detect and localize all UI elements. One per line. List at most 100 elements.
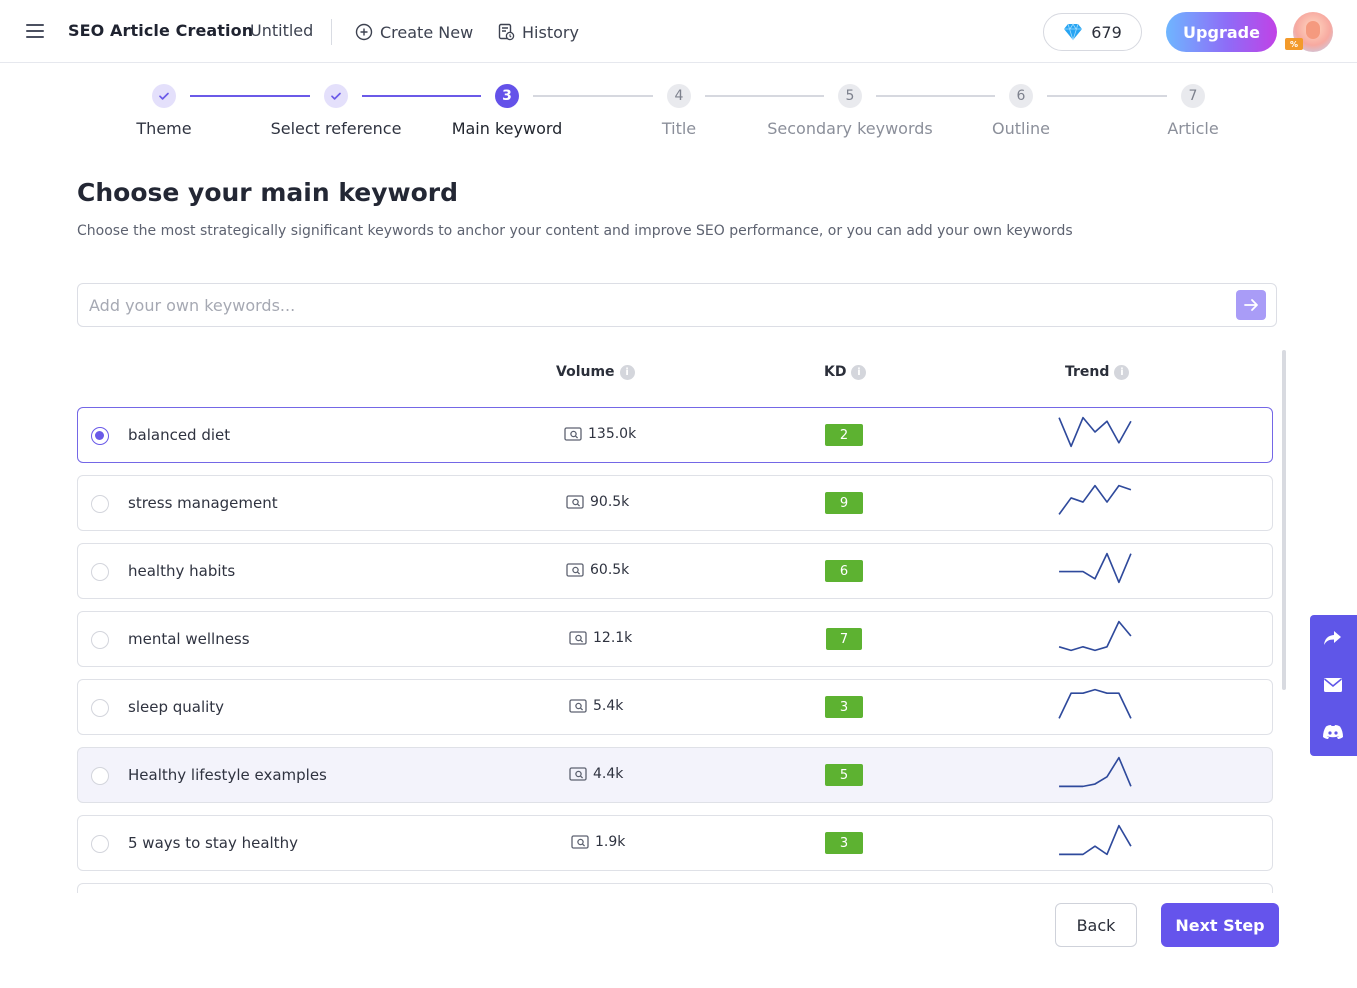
back-button[interactable]: Back <box>1055 903 1137 947</box>
kd-badge: 9 <box>825 492 863 514</box>
step-number: 3 <box>502 88 512 104</box>
keyword-radio[interactable] <box>91 427 109 445</box>
keyword-input-box <box>77 283 1277 327</box>
history-button[interactable]: History <box>497 20 579 44</box>
search-volume: 60.5k <box>566 562 629 578</box>
step-number: 4 <box>674 88 684 104</box>
search-volume-value: 1.9k <box>595 834 626 850</box>
step-indicator: 5 <box>838 84 862 108</box>
search-volume-icon <box>566 495 584 509</box>
plus-circle-icon <box>355 23 373 41</box>
trend-line <box>1058 620 1132 652</box>
keyword-row[interactable]: sleep quality 5.4k 3 <box>77 679 1273 735</box>
step-indicator: 4 <box>667 84 691 108</box>
keyword-row[interactable]: mental wellness 12.1k 7 <box>77 611 1273 667</box>
volume-column-header: Volume i <box>556 364 635 380</box>
keyword-row[interactable] <box>77 883 1273 893</box>
keyword-label: Healthy lifestyle examples <box>128 766 327 784</box>
trend-line <box>1058 416 1132 448</box>
credits-balance[interactable]: 679 <box>1043 13 1142 51</box>
submit-keyword-button[interactable] <box>1236 290 1266 320</box>
kd-column-header: KD i <box>824 364 867 380</box>
history-label: History <box>522 22 579 42</box>
step-number: 7 <box>1188 88 1198 104</box>
progress-stepper: Theme Select reference 3 Main keyword 4 Title… <box>0 82 1357 152</box>
step-label: Title <box>661 119 697 138</box>
search-volume-icon <box>569 699 587 713</box>
scrollbar[interactable] <box>1282 350 1286 690</box>
keyword-row[interactable]: Healthy lifestyle examples 4.4k 5 <box>77 747 1273 803</box>
step-connector <box>876 95 995 97</box>
step-label: Outline <box>992 119 1050 138</box>
credits-count: 679 <box>1091 22 1122 42</box>
trend-line <box>1058 688 1132 719</box>
kd-badge: 2 <box>825 424 863 446</box>
search-volume-icon <box>571 835 589 849</box>
step-number: 6 <box>1016 88 1026 104</box>
search-volume-value: 90.5k <box>590 494 630 510</box>
step-indicator[interactable] <box>324 84 348 108</box>
kd-header-label: KD <box>824 364 847 380</box>
keyword-radio[interactable] <box>91 631 109 649</box>
info-icon[interactable]: i <box>851 364 867 380</box>
keyword-label: sleep quality <box>128 698 225 716</box>
document-name[interactable]: Untitled <box>250 21 314 40</box>
kd-badge: 7 <box>826 628 862 650</box>
step-label: Secondary keywords <box>767 119 933 138</box>
history-icon <box>498 23 515 41</box>
step-connector <box>533 95 653 97</box>
keyword-list[interactable]: balanced diet 135.0k 2 stress management 90.… <box>0 400 1357 893</box>
keyword-row[interactable]: balanced diet 135.0k 2 <box>77 407 1273 463</box>
search-volume-icon <box>569 767 587 781</box>
info-icon[interactable]: i <box>1114 364 1130 380</box>
keyword-radio[interactable] <box>91 563 109 581</box>
header-divider <box>331 19 332 45</box>
discord-icon[interactable] <box>1321 720 1345 744</box>
step-connector <box>1047 95 1167 97</box>
step-indicator[interactable] <box>152 84 176 108</box>
next-step-button[interactable]: Next Step <box>1161 903 1279 947</box>
keyword-input[interactable] <box>89 294 1219 316</box>
discount-badge: % <box>1285 38 1303 50</box>
keyword-label: stress management <box>128 494 278 512</box>
trend-sparkline <box>1058 484 1132 515</box>
trend-sparkline <box>1059 824 1132 856</box>
step-connector <box>362 95 481 97</box>
search-volume-value: 135.0k <box>588 426 637 442</box>
kd-badge: 6 <box>825 560 863 582</box>
trend-sparkline <box>1058 416 1132 448</box>
search-volume-value: 5.4k <box>593 698 624 714</box>
create-new-button[interactable]: Create New <box>355 20 473 44</box>
keyword-row[interactable]: 5 ways to stay healthy 1.9k 3 <box>77 815 1273 871</box>
info-icon[interactable]: i <box>619 364 635 380</box>
trend-sparkline <box>1058 688 1132 719</box>
search-volume: 1.9k <box>571 834 625 850</box>
upgrade-button[interactable]: Upgrade <box>1166 12 1277 52</box>
keyword-row[interactable]: healthy habits 60.5k 6 <box>77 543 1273 599</box>
keyword-label: balanced diet <box>128 426 231 444</box>
keyword-radio[interactable] <box>91 835 109 853</box>
mail-icon[interactable] <box>1321 673 1345 697</box>
trend-line <box>1059 756 1132 788</box>
search-volume-icon <box>564 427 582 441</box>
search-volume: 90.5k <box>566 494 629 510</box>
step-number: 5 <box>845 88 855 104</box>
step-label: Article <box>1167 119 1219 138</box>
trend-sparkline <box>1058 620 1132 652</box>
keyword-radio[interactable] <box>91 767 109 785</box>
search-volume: 135.0k <box>564 426 636 442</box>
search-volume-value: 12.1k <box>593 630 633 646</box>
step-label: Main keyword <box>451 119 563 138</box>
keyword-radio[interactable] <box>91 699 109 717</box>
kd-badge: 3 <box>825 832 863 854</box>
arrow-right-icon <box>1244 299 1258 311</box>
keyword-row[interactable]: stress management 90.5k 9 <box>77 475 1273 531</box>
kd-badge: 5 <box>825 764 863 786</box>
search-volume-value: 60.5k <box>590 562 630 578</box>
step-indicator: 3 <box>495 84 519 108</box>
menu-icon[interactable] <box>26 23 44 39</box>
keyword-radio[interactable] <box>91 495 109 513</box>
check-icon <box>331 92 341 100</box>
keyword-label: healthy habits <box>128 562 236 580</box>
share-icon[interactable] <box>1321 626 1345 650</box>
